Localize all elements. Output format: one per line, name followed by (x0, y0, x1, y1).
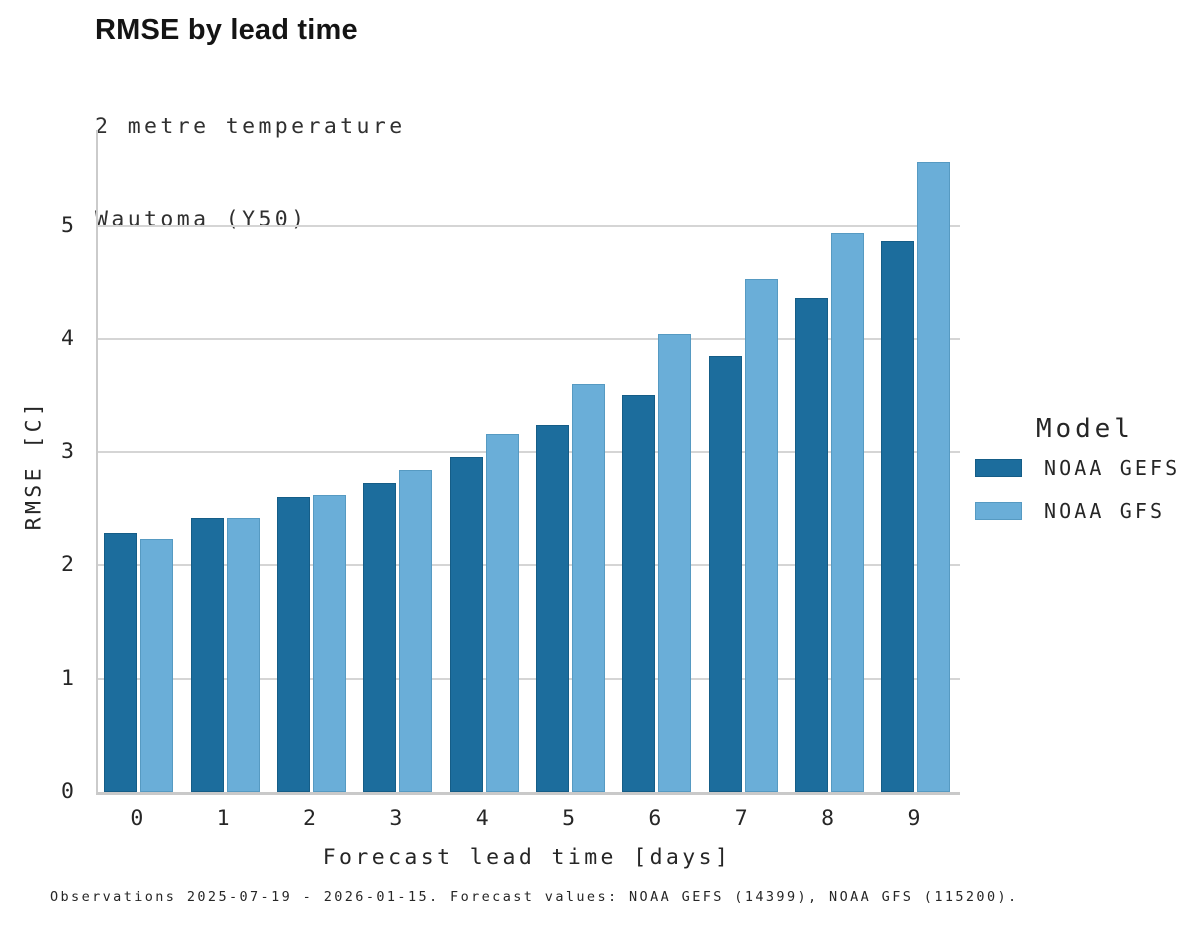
bar-noaa-gefs-day6 (622, 395, 656, 792)
y-tick-label-2: 2 (61, 552, 74, 578)
gridline-y3 (98, 451, 960, 454)
x-tick-label-9: 9 (907, 806, 921, 831)
y-tick-label-0: 0 (61, 779, 74, 804)
x-tick-label-7: 7 (734, 806, 748, 831)
plot-area (96, 130, 960, 795)
y-tick-label-3: 3 (61, 439, 74, 465)
bar-noaa-gefs-day2 (277, 497, 310, 792)
legend-title: Model (1036, 414, 1134, 444)
bar-noaa-gfs-day8 (831, 233, 865, 792)
bar-noaa-gfs-day4 (485, 433, 519, 792)
legend-label: NOAA GEFS (1044, 456, 1181, 480)
bar-noaa-gfs-day0 (140, 539, 174, 792)
gridline-y4 (98, 337, 960, 340)
bar-noaa-gfs-day3 (399, 470, 433, 792)
legend-label: NOAA GFS (1044, 499, 1166, 523)
legend-swatch-gefs (975, 459, 1022, 477)
bar-noaa-gefs-day3 (363, 482, 397, 792)
bar-noaa-gfs-day6 (658, 334, 692, 792)
footnote: Observations 2025-07-19 - 2026-01-15. Fo… (50, 889, 1019, 905)
y-tick-label-4: 4 (61, 325, 74, 351)
x-tick-label-6: 6 (648, 806, 662, 831)
chart-title: RMSE by lead time (95, 14, 358, 46)
bar-noaa-gefs-day0 (104, 532, 138, 792)
bar-noaa-gefs-day7 (708, 355, 742, 792)
legend: Model NOAA GEFS NOAA GFS (975, 414, 1180, 542)
legend-item-noaa-gefs: NOAA GEFS (975, 456, 1180, 480)
x-tick-label-8: 8 (821, 806, 835, 831)
x-tick-label-4: 4 (475, 806, 489, 831)
y-tick-label-1: 1 (61, 665, 74, 691)
legend-item-noaa-gfs: NOAA GFS (975, 499, 1180, 523)
y-tick-label-5: 5 (61, 212, 74, 238)
x-tick-label-1: 1 (216, 806, 230, 831)
x-tick-label-2: 2 (303, 806, 316, 831)
bar-noaa-gfs-day1 (226, 517, 260, 792)
bar-noaa-gfs-day5 (572, 384, 606, 792)
x-tick-label-0: 0 (130, 806, 144, 831)
x-axis-label: Forecast lead time [days] (322, 845, 732, 870)
bar-noaa-gfs-day9 (917, 162, 951, 792)
x-tick-label-5: 5 (562, 806, 576, 831)
chart-subtitle-line1: 2 metre temperature (95, 114, 406, 139)
bar-noaa-gefs-day9 (881, 241, 915, 792)
bar-noaa-gfs-day7 (744, 278, 778, 792)
gridline-y5 (98, 224, 960, 227)
bar-noaa-gefs-day5 (536, 424, 570, 792)
bar-noaa-gefs-day1 (190, 517, 224, 792)
x-tick-label-3: 3 (389, 806, 403, 831)
gridline-y2 (98, 564, 960, 567)
bar-noaa-gfs-day2 (313, 495, 346, 792)
legend-items: NOAA GEFS NOAA GFS (975, 456, 1180, 523)
bar-noaa-gefs-day4 (449, 456, 483, 792)
gridline-y1 (98, 677, 960, 680)
bar-noaa-gefs-day8 (795, 298, 829, 792)
chart-subtitle-line2: Wautoma (Y50) (95, 207, 308, 232)
chart-subtitle: 2 metre temperature Wautoma (Y50) (95, 49, 406, 297)
legend-swatch-gfs (975, 502, 1022, 520)
